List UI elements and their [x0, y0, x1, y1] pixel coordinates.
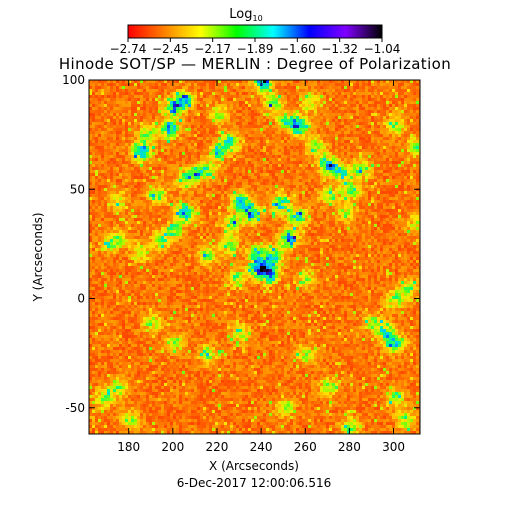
- polarization-map: [89, 80, 420, 434]
- colorbar-tick-label: −1.32: [321, 42, 358, 56]
- x-axis: 180 200 220 240 260 280 300: [117, 80, 405, 454]
- colorbar-tick-label: −2.45: [152, 42, 189, 56]
- x-tick-label: 260: [294, 440, 317, 454]
- x-tick-label: 300: [382, 440, 405, 454]
- colorbar-title: Log10: [229, 7, 262, 23]
- colorbar-tick-label: −1.04: [364, 42, 401, 56]
- x-tick-label: 280: [338, 440, 361, 454]
- colorbar-tick-label: −2.74: [110, 42, 147, 56]
- colorbar-tick-label: −1.89: [237, 42, 274, 56]
- colorbar-tick-label: −2.17: [194, 42, 231, 56]
- plot-title: Hinode SOT/SP — MERLIN : Degree of Polar…: [59, 55, 451, 73]
- x-axis-title: X (Arcseconds): [209, 459, 299, 473]
- y-axis-title: Y (Arcseconds): [31, 212, 45, 302]
- observation-timestamp: 6-Dec-2017 12:00:06.516: [177, 476, 331, 490]
- colorbar-tick-label: −1.60: [279, 42, 316, 56]
- x-tick-label: 200: [161, 440, 184, 454]
- y-tick-label: 50: [70, 182, 85, 196]
- x-tick-label: 180: [117, 440, 140, 454]
- x-tick-label: 220: [206, 440, 229, 454]
- y-axis: -50 0 50 100: [62, 73, 420, 415]
- plot-frame: [88, 79, 421, 435]
- y-tick-label: 100: [62, 73, 85, 87]
- y-tick-label: 0: [77, 292, 85, 306]
- colorbar-gradient: [127, 24, 383, 39]
- y-tick-label: -50: [65, 401, 85, 415]
- colorbar-tick-labels: −2.74 −2.45 −2.17 −1.89 −1.60 −1.32 −1.04: [110, 38, 401, 56]
- x-tick-label: 240: [250, 440, 273, 454]
